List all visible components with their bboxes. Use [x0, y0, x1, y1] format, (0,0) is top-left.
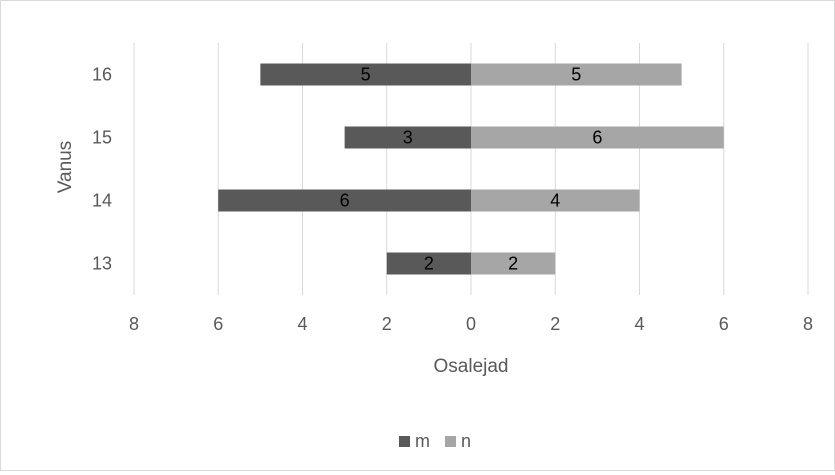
- y-tick-label: 15: [92, 128, 112, 148]
- bar-m: [260, 63, 471, 86]
- data-label-m: 6: [340, 191, 350, 211]
- legend-label-n: n: [461, 431, 471, 451]
- x-tick-label: 6: [719, 314, 729, 334]
- data-label-m: 5: [361, 65, 371, 85]
- x-tick-label: 6: [213, 314, 223, 334]
- bars: [218, 63, 724, 275]
- data-label-n: 5: [571, 65, 581, 85]
- y-tick-label: 14: [92, 191, 112, 211]
- legend-label-m: m: [415, 431, 430, 451]
- x-tick-label: 2: [382, 314, 392, 334]
- bar-n: [471, 189, 640, 212]
- data-label-n: 6: [592, 128, 602, 148]
- x-tick-label: 0: [466, 314, 476, 334]
- bar-m: [344, 126, 471, 149]
- bar-m: [218, 189, 471, 212]
- data-labels: 2 6 3 5 2 4 6 5: [340, 65, 603, 274]
- data-label-n: 4: [550, 191, 560, 211]
- tick-labels: 8 6 4 2 0 2 4 6 8 13 14 15 16: [92, 65, 813, 335]
- x-tick-label: 8: [129, 314, 139, 334]
- x-tick-label: 8: [803, 314, 813, 334]
- x-tick-label: 2: [550, 314, 560, 334]
- y-tick-label: 16: [92, 65, 112, 85]
- y-axis-title: Vanus: [55, 141, 76, 193]
- bar-n: [471, 252, 556, 275]
- x-axis-title: Osalejad: [434, 356, 509, 377]
- y-tick-label: 13: [92, 254, 112, 274]
- x-tick-label: 4: [634, 314, 644, 334]
- bar-m: [386, 252, 471, 275]
- legend-swatch-n: [445, 436, 456, 447]
- bar-n: [471, 126, 724, 149]
- legend-swatch-m: [399, 436, 410, 447]
- bar-n: [471, 63, 682, 86]
- x-tick-label: 4: [297, 314, 307, 334]
- data-label-m: 3: [403, 128, 413, 148]
- data-label-m: 2: [424, 254, 434, 274]
- data-label-n: 2: [508, 254, 518, 274]
